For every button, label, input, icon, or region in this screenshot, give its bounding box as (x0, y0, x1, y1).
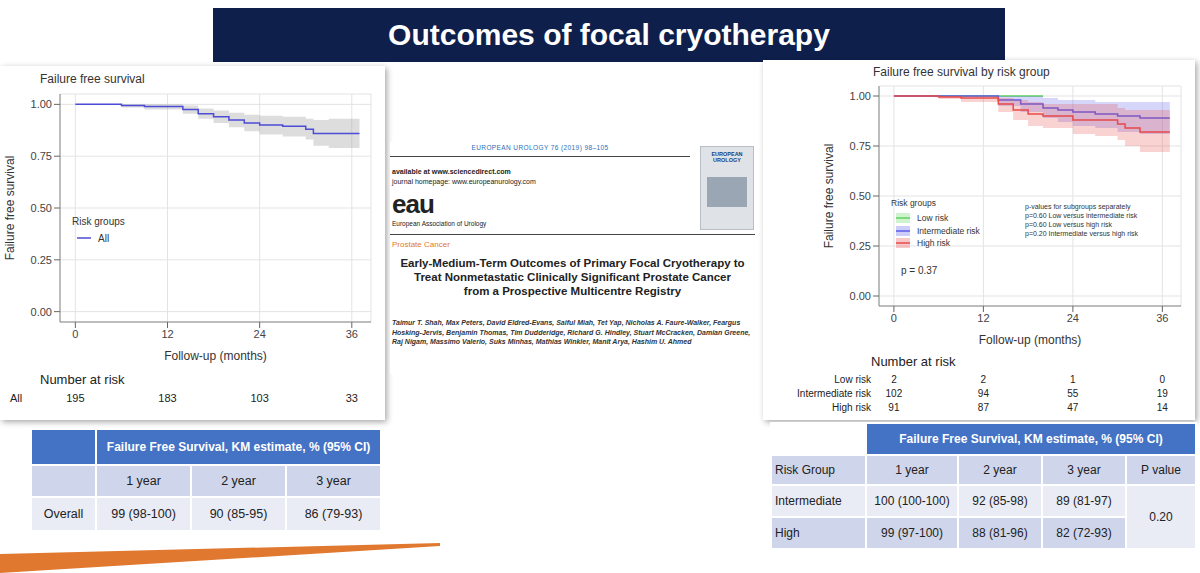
html-text:Number at risk: Number at risk (40, 372, 125, 387)
html-text:Failure free survival by risk: Failure free survival by risk group (873, 65, 1050, 79)
html-text:86 (79-93): 86 (79-93) (304, 507, 363, 521)
svg-text:Follow-up (months): Follow-up (months) (164, 349, 267, 363)
html-text:EUROPEAN UROLOGY 76 (2019) 98–: EUROPEAN UROLOGY 76 (2019) 98–105 (471, 144, 609, 151)
html-text:94: 94 (977, 388, 989, 399)
html-text:Intermediate: Intermediate (775, 494, 842, 508)
svg-text:1.00: 1.00 (31, 98, 52, 110)
html-text:87: 87 (977, 402, 989, 413)
html-text:available at www.sciencedirect: available at www.sciencedirect.com (392, 168, 511, 175)
html-text:Outcomes of focal cryotherapy: Outcomes of focal cryotherapy (388, 18, 830, 51)
svg-text:Failure free survival: Failure free survival (3, 156, 17, 261)
html-text:Risk groups: Risk groups (891, 198, 936, 208)
html-text:p = 0.37: p = 0.37 (901, 265, 938, 276)
html-text:0.20: 0.20 (1149, 510, 1173, 524)
html-text:High risk: High risk (917, 238, 951, 249)
html-text:Risk groups: Risk groups (72, 216, 125, 227)
svg-text:0: 0 (891, 312, 897, 324)
html-text:92 (85-98): 92 (85-98) (972, 494, 1028, 508)
svg-text:12: 12 (977, 312, 989, 324)
svg-text:0.25: 0.25 (850, 240, 871, 252)
svg-text:12: 12 (161, 328, 173, 340)
html-text:3 year: 3 year (316, 474, 351, 488)
html-text:All: All (10, 392, 23, 404)
html-text:14: 14 (1156, 402, 1168, 413)
html-text:89 (81-97): 89 (81-97) (1056, 494, 1112, 508)
html-text:2: 2 (891, 374, 897, 385)
html-text:p=0.60 Low versus intermediate: p=0.60 Low versus intermediate risk (1025, 212, 1138, 219)
html-text:p=0.60 Low versus high risk: p=0.60 Low versus high risk (1025, 221, 1112, 228)
html-text:p-values for subgroups separat: p-values for subgroups separately (1025, 203, 1131, 210)
html-text:Prostate Cancer: Prostate Cancer (392, 240, 450, 249)
svg-text:0: 0 (72, 328, 78, 340)
html-text:Overall: Overall (43, 507, 84, 521)
html-text:1 year: 1 year (126, 474, 161, 488)
html-text:P value: P value (1141, 463, 1181, 477)
html-text:19: 19 (1156, 388, 1168, 399)
html-text:88 (81-96): 88 (81-96) (972, 526, 1028, 540)
svg-text:24: 24 (254, 328, 266, 340)
svg-text:Failure free survival: Failure free survival (822, 144, 836, 249)
html-text:91: 91 (888, 402, 900, 413)
svg-text:0.75: 0.75 (31, 150, 52, 162)
html-text:Low risk: Low risk (834, 374, 871, 385)
html-text:99 (98-100): 99 (98-100) (111, 507, 176, 521)
html-text:3 year: 3 year (1067, 463, 1101, 477)
svg-text:0.00: 0.00 (850, 290, 871, 302)
svg-text:0.75: 0.75 (850, 140, 871, 152)
html-text:High: High (775, 526, 800, 540)
html-text:journal homepage: www.european: journal homepage: www.europeanurology.co… (392, 178, 536, 185)
html-text:Intermediate risk: Intermediate risk (797, 388, 871, 399)
svg-text:0.00: 0.00 (31, 306, 52, 318)
html-text:1 year: 1 year (895, 463, 929, 477)
html-text:2 year: 2 year (983, 463, 1017, 477)
html-text:Risk Group: Risk Group (775, 463, 835, 477)
svg-text:24: 24 (1067, 312, 1079, 324)
html-text:102: 102 (885, 388, 903, 399)
svg-text:1.00: 1.00 (850, 90, 871, 102)
svg-text:0.25: 0.25 (31, 254, 52, 266)
html-text:33: 33 (345, 392, 358, 404)
html-text:100 (100-100): 100 (100-100) (874, 494, 950, 508)
html-text:183: 183 (158, 392, 177, 404)
html-text:Number at risk: Number at risk (871, 354, 956, 369)
html-text:Intermediate risk: Intermediate risk (917, 225, 980, 236)
html-text:1: 1 (1070, 374, 1076, 385)
html-text:Failure free survival: Failure free survival (40, 72, 145, 86)
html-text:Taimur T. Shah, Max Peters, Da: Taimur T. Shah, Max Peters, David Eldred… (392, 319, 751, 345)
svg-text:0.50: 0.50 (850, 190, 871, 202)
html-text:eau: eau (392, 189, 434, 219)
html-text:99 (97-100): 99 (97-100) (881, 526, 943, 540)
html-text:European Association of Urolog: European Association of Urology (392, 220, 487, 227)
html-text:EUROPEAN UROLOGY: EUROPEAN UROLOGY (711, 151, 743, 163)
svg-text:Follow-up (months): Follow-up (months) (979, 333, 1082, 347)
html-text:195: 195 (66, 392, 85, 404)
html-text:55: 55 (1067, 388, 1079, 399)
html-text:Early-Medium-Term Outcomes of: Early-Medium-Term Outcomes of Primary Fo… (400, 257, 745, 297)
html-text:82 (72-93): 82 (72-93) (1056, 526, 1112, 540)
html-text:0: 0 (1159, 374, 1166, 385)
html-text:Failure Free Survival, KM esti: Failure Free Survival, KM estimate, % (9… (106, 440, 371, 454)
html-text:All: All (98, 232, 110, 244)
html-text:2: 2 (980, 374, 987, 385)
svg-text:36: 36 (346, 328, 358, 340)
html-text:90 (85-95): 90 (85-95) (209, 507, 268, 521)
html-text:2 year: 2 year (221, 474, 256, 488)
html-text:103: 103 (250, 392, 269, 404)
html-text:47: 47 (1067, 402, 1079, 413)
html-text:p=0.20 Intermediate versus hig: p=0.20 Intermediate versus high risk (1025, 230, 1138, 237)
svg-text:36: 36 (1156, 312, 1168, 324)
html-text:Low risk: Low risk (917, 213, 949, 224)
html-text:High risk: High risk (832, 402, 871, 413)
svg-text:0.50: 0.50 (31, 202, 52, 214)
html-text:Failure Free Survival, KM esti: Failure Free Survival, KM estimate, % (9… (899, 432, 1163, 446)
